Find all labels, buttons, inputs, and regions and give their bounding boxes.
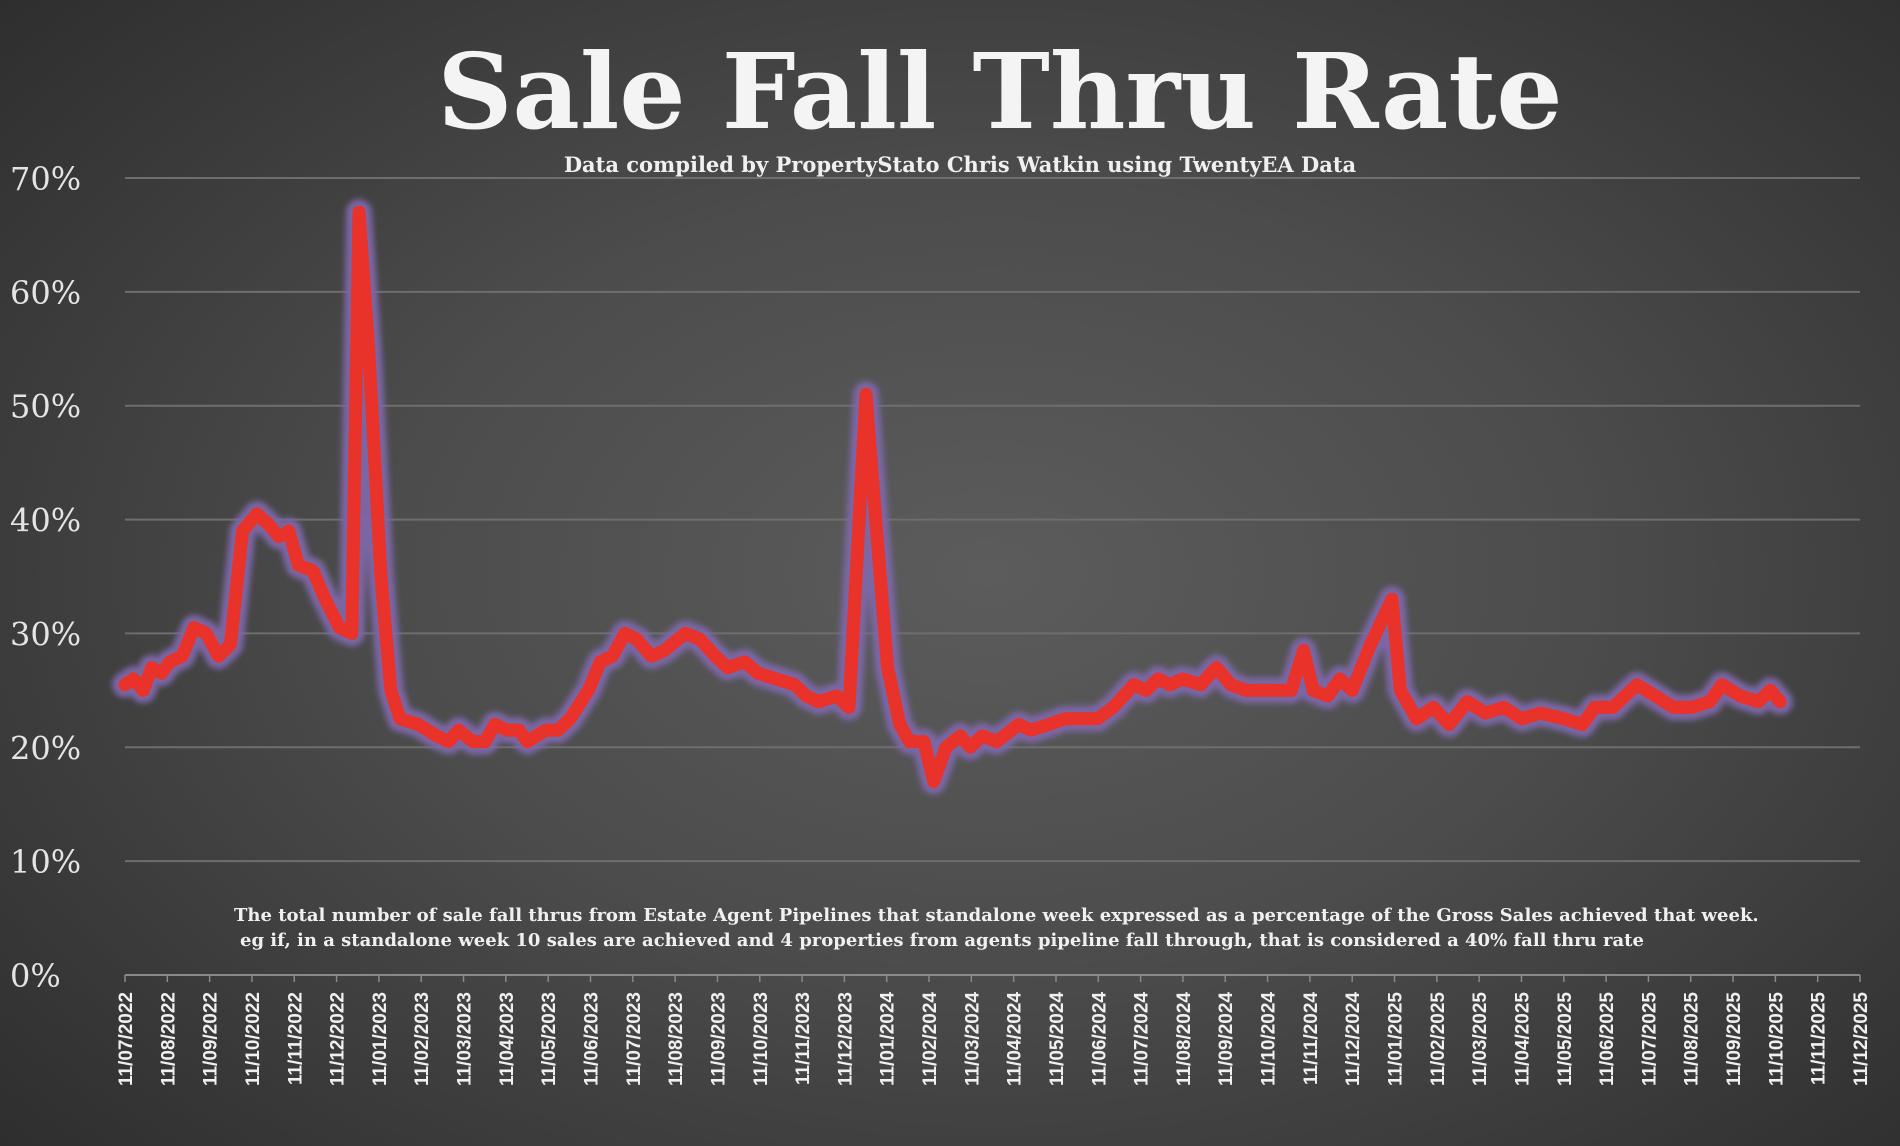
x-tick-label: 11/04/2025: [1512, 992, 1533, 1086]
x-tick-label: 11/12/2022: [328, 992, 349, 1086]
x-tick-label: 11/07/2022: [116, 992, 137, 1086]
x-tick-label: 11/03/2023: [455, 992, 476, 1086]
y-tick-label: 50%: [10, 388, 81, 426]
x-tick-label: 11/04/2023: [497, 992, 518, 1086]
x-tick-label: 11/09/2024: [1216, 992, 1237, 1086]
x-tick-label: 11/11/2022: [285, 992, 306, 1085]
x-tick-label: 11/12/2025: [1851, 992, 1872, 1086]
x-axis-ticks: 11/07/2022 11/08/2022 11/09/2022 11/10/2022…: [116, 975, 1872, 1086]
y-tick-label: 60%: [10, 274, 81, 312]
series-lines: [112, 199, 1793, 795]
x-tick-label: 11/05/2024: [1047, 992, 1068, 1086]
chart-subtitle: Data compiled by PropertyStato Chris Wat…: [564, 152, 1357, 177]
x-tick-label: 11/03/2024: [962, 992, 983, 1086]
y-tick-label: 0%: [10, 957, 61, 995]
x-tick-label: 11/10/2024: [1259, 992, 1280, 1086]
y-tick-label: 70%: [10, 160, 81, 198]
x-tick-label: 11/11/2025: [1809, 992, 1830, 1085]
y-tick-label: 30%: [10, 615, 81, 653]
x-tick-label: 11/02/2023: [412, 992, 433, 1086]
y-tick-label: 40%: [10, 502, 81, 540]
y-tick-label: 10%: [10, 843, 81, 881]
x-tick-label: 11/02/2024: [920, 992, 941, 1086]
x-tick-label: 11/10/2023: [751, 992, 772, 1086]
x-tick-label: 11/08/2024: [1174, 992, 1195, 1086]
x-tick-label: 11/03/2025: [1470, 992, 1491, 1086]
x-tick-label: 11/07/2023: [624, 992, 645, 1086]
x-tick-label: 11/05/2025: [1555, 992, 1576, 1086]
x-tick-label: 11/08/2022: [158, 992, 179, 1086]
y-axis-ticks: 0% 10% 20% 30% 40% 50% 60% 70%: [10, 160, 81, 995]
x-tick-label: 11/12/2023: [835, 992, 856, 1086]
x-tick-label: 11/08/2025: [1682, 992, 1703, 1086]
x-tick-label: 11/01/2024: [878, 992, 899, 1086]
y-tick-label: 20%: [10, 729, 81, 767]
x-tick-label: 11/05/2023: [539, 992, 560, 1086]
x-tick-label: 11/06/2025: [1597, 992, 1618, 1086]
x-tick-label: 11/11/2023: [793, 992, 814, 1085]
x-tick-label: 11/06/2023: [581, 992, 602, 1086]
annotation-line-2: eg if, in a standalone week 10 sales are…: [240, 930, 1644, 951]
x-tick-label: 11/10/2022: [243, 992, 264, 1086]
x-tick-label: 11/12/2024: [1343, 992, 1364, 1086]
x-tick-label: 11/09/2022: [201, 992, 222, 1086]
x-tick-label: 11/08/2023: [666, 992, 687, 1086]
x-tick-label: 11/10/2025: [1766, 992, 1787, 1086]
chart-title: Sale Fall Thru Rate: [437, 30, 1562, 153]
x-tick-label: 11/07/2024: [1132, 992, 1153, 1086]
x-tick-label: 11/09/2023: [708, 992, 729, 1086]
x-tick-label: 11/06/2024: [1089, 992, 1110, 1086]
x-tick-label: 11/09/2025: [1724, 992, 1745, 1086]
x-tick-label: 11/01/2025: [1386, 992, 1407, 1086]
x-tick-label: 11/01/2023: [370, 992, 391, 1086]
x-tick-label: 11/02/2025: [1428, 992, 1449, 1086]
x-tick-label: 11/07/2025: [1639, 992, 1660, 1086]
annotation-line-1: The total number of sale fall thrus from…: [234, 905, 1759, 926]
x-tick-label: 11/04/2024: [1005, 992, 1026, 1086]
x-tick-label: 11/11/2024: [1301, 992, 1322, 1085]
